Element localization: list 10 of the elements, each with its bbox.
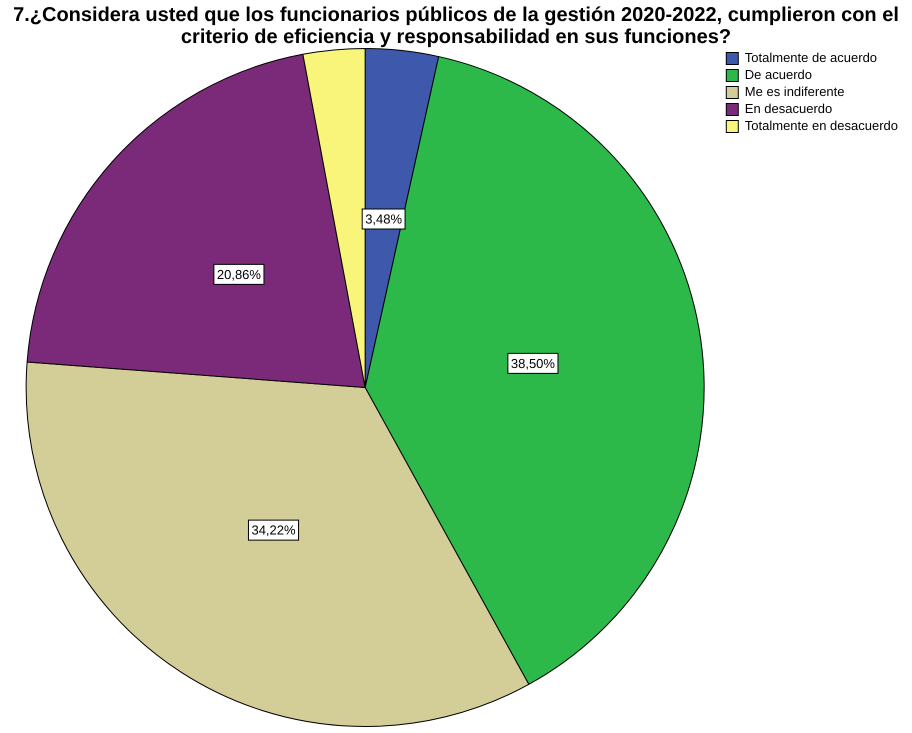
legend-label: Totalmente en desacuerdo (744, 118, 898, 134)
data-label: 34,22% (251, 522, 296, 538)
legend-label: Totalmente de acuerdo (744, 50, 878, 66)
chart-title: 7.¿Considera usted que los funcionarios públicos de la gestión 2020-2022, cumplieron con el criterio de eficiencia y responsabilidad en sus funciones? (12, 4, 900, 48)
data-label: 20,86% (216, 266, 262, 282)
legend-label: En desacuerdo (744, 101, 832, 116)
legend-label: De acuerdo (744, 67, 812, 82)
data-label: 3,48% (365, 212, 402, 227)
data-label: 38,50% (510, 356, 556, 371)
legend-label: Me es indiferente (744, 84, 845, 100)
